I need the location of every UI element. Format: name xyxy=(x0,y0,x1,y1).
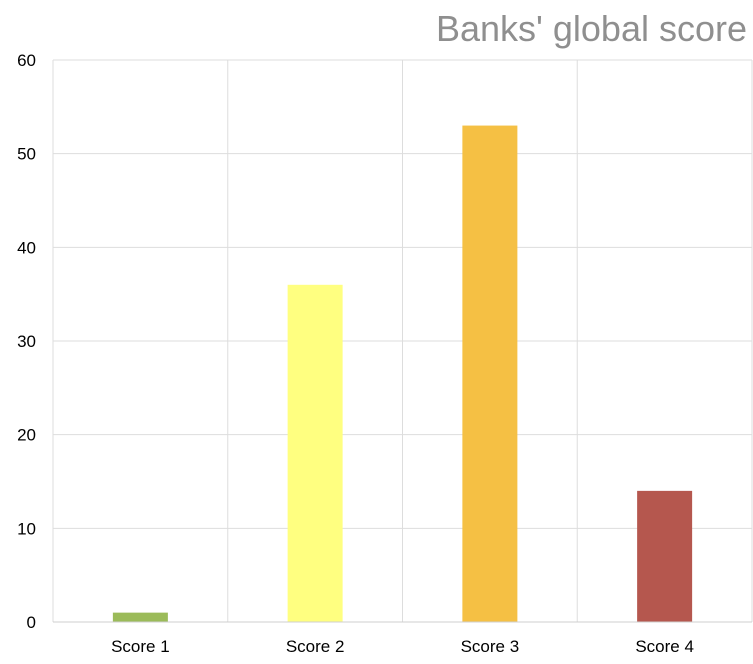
bar-score-1 xyxy=(112,612,168,622)
bar-score-3 xyxy=(462,125,518,623)
y-tick-label: 60 xyxy=(17,51,36,70)
bar-score-4 xyxy=(637,490,693,622)
x-tick-label: Score 4 xyxy=(635,637,694,656)
y-tick-label: 10 xyxy=(17,519,36,538)
y-tick-label: 0 xyxy=(27,613,36,632)
y-tick-label: 30 xyxy=(17,332,36,351)
y-tick-label: 50 xyxy=(17,145,36,164)
y-tick-label: 20 xyxy=(17,426,36,445)
x-tick-label: Score 1 xyxy=(111,637,170,656)
x-tick-label: Score 2 xyxy=(286,637,345,656)
chart-title: Banks' global score xyxy=(435,8,747,49)
bar-score-2 xyxy=(287,284,343,622)
y-tick-label: 40 xyxy=(17,238,36,257)
x-tick-label: Score 3 xyxy=(461,637,520,656)
